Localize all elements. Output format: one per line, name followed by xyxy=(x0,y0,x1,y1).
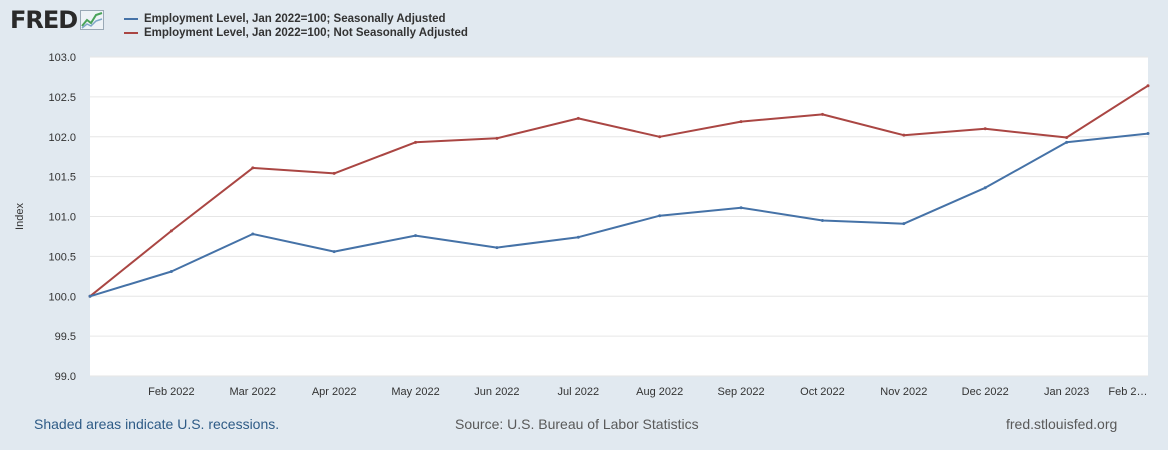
x-tick-label: Apr 2022 xyxy=(312,386,357,398)
chart-line-icon xyxy=(80,10,105,30)
data-point xyxy=(820,112,824,116)
y-tick-label: 99.0 xyxy=(55,371,76,383)
line-chart: 99.0 99.5 100.0 100.5 101.0 101.5 102.0 102.5 10… xyxy=(14,52,1150,398)
data-point xyxy=(576,116,580,120)
y-tick-label: 102.5 xyxy=(48,92,76,104)
y-tick-label: 102.0 xyxy=(48,132,76,144)
data-point xyxy=(414,140,418,144)
data-point xyxy=(739,206,743,210)
data-point xyxy=(576,235,580,239)
legend-swatch-sa xyxy=(124,18,138,20)
x-tick-label: Jul 2022 xyxy=(558,386,600,398)
data-point xyxy=(88,294,92,298)
legend-swatch-nsa xyxy=(124,32,138,34)
data-point xyxy=(1065,140,1069,144)
data-point xyxy=(332,250,336,254)
x-tick-label: Sep 2022 xyxy=(718,386,765,398)
fred-logo-text: FRED xyxy=(10,6,78,34)
data-point xyxy=(739,120,743,124)
legend-label-nsa: Employment Level, Jan 2022=100; Not Seas… xyxy=(144,27,468,39)
x-tick-label: Dec 2022 xyxy=(962,386,1009,398)
x-tick-label: Feb 2… xyxy=(1108,386,1147,398)
data-point xyxy=(495,136,499,140)
data-point xyxy=(251,166,255,170)
series-line-seasonally-adjusted xyxy=(89,132,1149,298)
chart-legend: Employment Level, Jan 2022=100; Seasonal… xyxy=(124,12,468,40)
data-point xyxy=(169,270,173,274)
x-tick-label: Mar 2022 xyxy=(230,386,276,398)
data-point xyxy=(902,133,906,137)
source-text: Source: U.S. Bureau of Labor Statistics xyxy=(455,416,699,432)
data-point xyxy=(169,229,173,233)
x-tick-label: Feb 2022 xyxy=(148,386,194,398)
y-tick-label: 100.0 xyxy=(48,291,76,303)
x-tick-label: Nov 2022 xyxy=(880,386,927,398)
legend-item-not-seasonally-adjusted[interactable]: Employment Level, Jan 2022=100; Not Seas… xyxy=(124,26,468,40)
y-tick-label: 103.0 xyxy=(48,52,76,64)
data-point xyxy=(251,232,255,236)
y-tick-label: 101.5 xyxy=(48,172,76,184)
legend-label-sa: Employment Level, Jan 2022=100; Seasonal… xyxy=(144,13,446,25)
data-point xyxy=(902,222,906,226)
fred-logo[interactable]: FRED xyxy=(10,6,105,34)
data-point xyxy=(495,246,499,250)
legend-item-seasonally-adjusted[interactable]: Employment Level, Jan 2022=100; Seasonal… xyxy=(124,12,468,26)
recessions-note-link[interactable]: Shaded areas indicate U.S. recessions. xyxy=(34,416,280,432)
x-tick-label: Jan 2023 xyxy=(1044,386,1089,398)
data-point xyxy=(414,234,418,238)
data-point xyxy=(332,171,336,175)
data-point xyxy=(1065,136,1069,140)
data-point xyxy=(1146,84,1150,88)
x-tick-label: May 2022 xyxy=(391,386,439,398)
data-point xyxy=(983,127,987,131)
data-point xyxy=(1146,132,1150,136)
site-link[interactable]: fred.stlouisfed.org xyxy=(1006,416,1118,432)
data-point xyxy=(820,218,824,222)
y-tick-label: 100.5 xyxy=(48,251,76,263)
series-line-not-seasonally-adjusted xyxy=(89,84,1149,298)
x-tick-label: Oct 2022 xyxy=(800,386,845,398)
x-tick-label: Aug 2022 xyxy=(636,386,683,398)
y-axis-label: Index xyxy=(14,203,26,230)
y-tick-label: 99.5 xyxy=(55,331,76,343)
data-point xyxy=(658,135,662,139)
x-tick-label: Jun 2022 xyxy=(474,386,519,398)
data-point xyxy=(983,186,987,190)
data-point xyxy=(658,214,662,218)
y-tick-label: 101.0 xyxy=(48,212,76,224)
